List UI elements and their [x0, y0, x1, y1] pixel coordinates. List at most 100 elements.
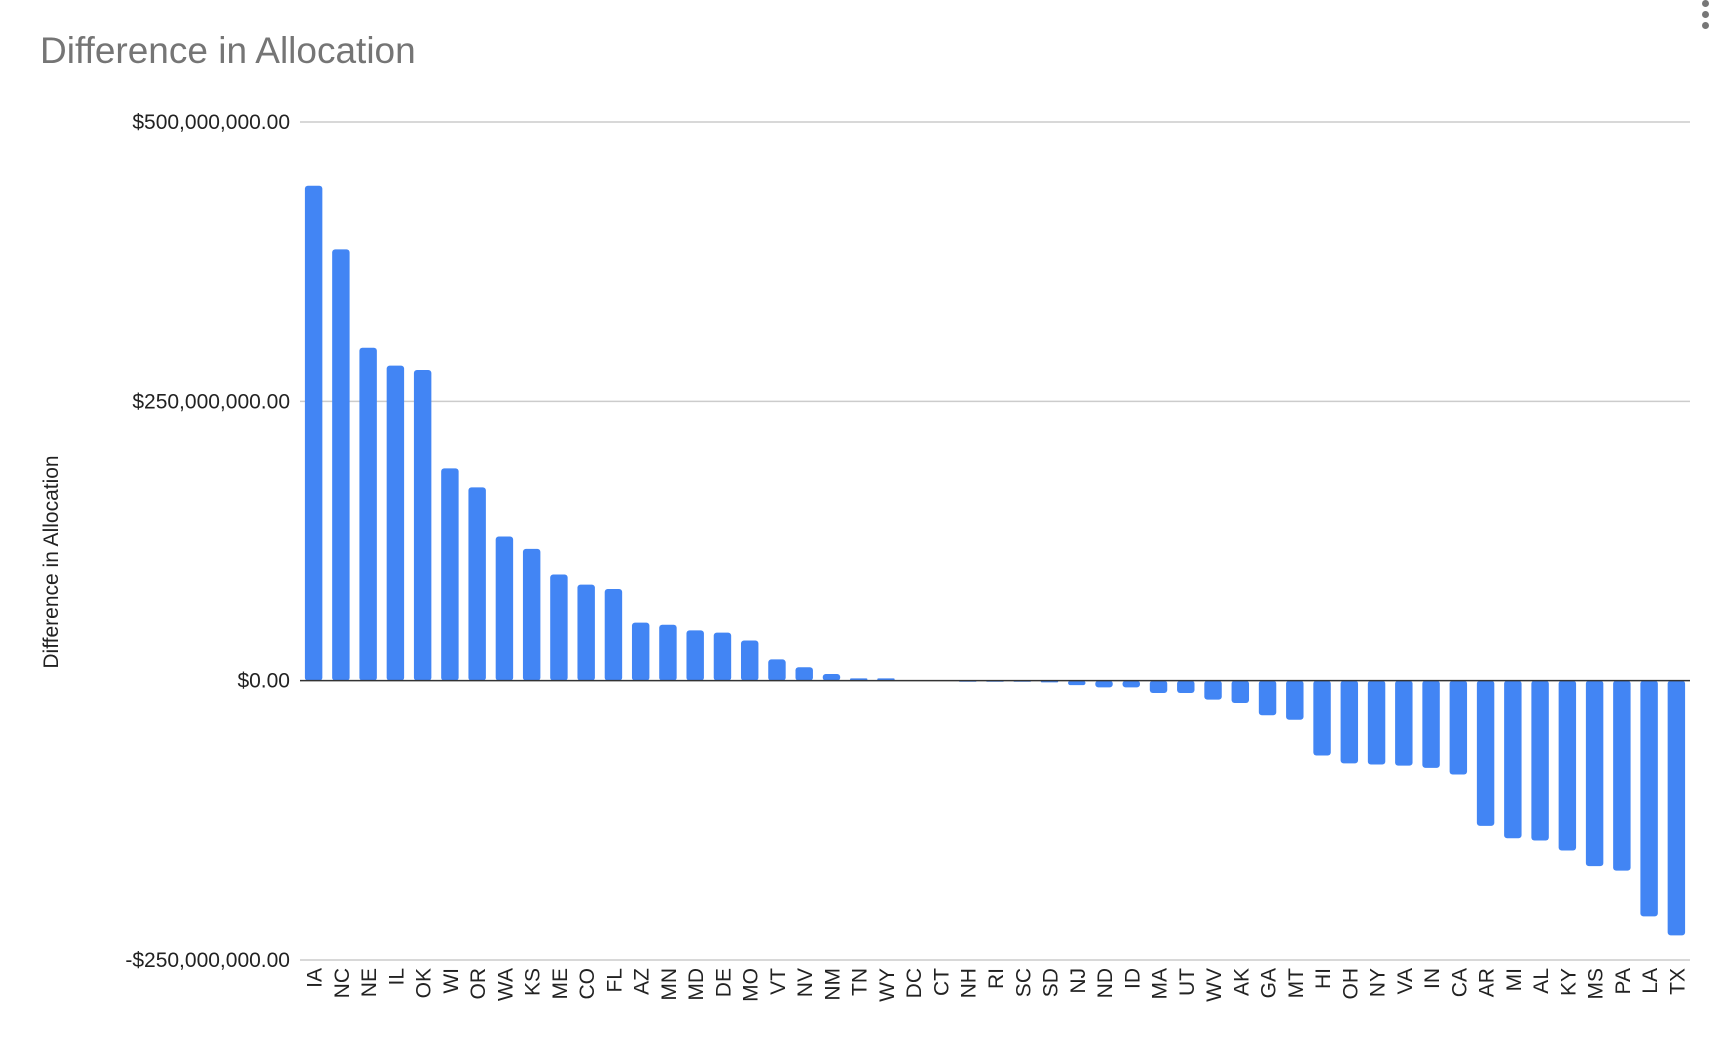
- x-tick-label: WA: [494, 968, 517, 1001]
- x-tick-label: PA: [1612, 968, 1635, 994]
- x-tick-label: NV: [794, 968, 817, 997]
- bar-ar[interactable]: [1476, 680, 1495, 826]
- x-tick-label: VT: [767, 968, 790, 995]
- x-tick-label: NM: [821, 968, 844, 1001]
- bar-nd[interactable]: [1095, 680, 1113, 688]
- bar-ma[interactable]: [1149, 680, 1168, 693]
- bar-mi[interactable]: [1504, 680, 1522, 839]
- bar-mo[interactable]: [740, 640, 759, 681]
- bar-co[interactable]: [577, 584, 595, 681]
- bar-pa[interactable]: [1613, 680, 1631, 871]
- x-tick-label: AR: [1476, 968, 1499, 997]
- x-tick-label: ID: [1121, 968, 1144, 989]
- bar-ut[interactable]: [1177, 680, 1195, 693]
- x-tick-label: TN: [849, 968, 872, 996]
- bar-fl[interactable]: [604, 589, 623, 681]
- x-tick-label: ME: [549, 968, 572, 1000]
- bar-in[interactable]: [1422, 680, 1440, 768]
- bar-ne[interactable]: [359, 347, 377, 681]
- x-tick-label: OR: [467, 968, 490, 1000]
- bar-hi[interactable]: [1313, 680, 1331, 756]
- y-tick-label: $0.00: [237, 670, 290, 693]
- bar-va[interactable]: [1395, 680, 1413, 766]
- x-tick-label: CA: [1448, 968, 1471, 997]
- bar-me[interactable]: [550, 574, 568, 681]
- x-tick-label: NJ: [1067, 968, 1090, 994]
- x-tick-label: UT: [1176, 968, 1199, 996]
- x-tick-label: AZ: [631, 968, 654, 995]
- x-tick-label: WV: [1203, 968, 1226, 1002]
- x-tick-label: WY: [876, 968, 899, 1002]
- bar-mt[interactable]: [1286, 680, 1304, 720]
- x-tick-label: DE: [712, 968, 735, 997]
- y-axis-tick-labels: $500,000,000.00 $250,000,000.00 $0.00 -$250…: [125, 111, 290, 972]
- x-tick-label: ND: [1094, 968, 1117, 998]
- x-tick-label: AK: [1230, 968, 1253, 996]
- bar-az[interactable]: [631, 622, 650, 681]
- y-axis-label: Difference in Allocation: [40, 455, 63, 668]
- bar-nv[interactable]: [795, 667, 813, 681]
- bar-wi[interactable]: [441, 468, 459, 681]
- x-tick-label: NC: [331, 968, 354, 998]
- bar-il[interactable]: [386, 365, 405, 681]
- bar-md[interactable]: [686, 630, 704, 681]
- bar-wa[interactable]: [495, 536, 514, 681]
- x-tick-label: SC: [1012, 968, 1035, 997]
- x-tick-label: DC: [903, 968, 926, 998]
- x-tick-label: KS: [522, 968, 545, 996]
- bar-ia[interactable]: [304, 185, 323, 681]
- x-tick-label: IL: [385, 968, 408, 986]
- bar-vt[interactable]: [768, 659, 786, 681]
- x-tick-label: RI: [985, 968, 1008, 989]
- bar-ks[interactable]: [522, 548, 541, 681]
- bar-ny[interactable]: [1367, 680, 1386, 765]
- bar-ky[interactable]: [1558, 680, 1577, 851]
- x-tick-label: OH: [1339, 968, 1362, 1000]
- bar-wv[interactable]: [1204, 680, 1222, 700]
- x-tick-label: NE: [358, 968, 381, 997]
- bar-ca[interactable]: [1449, 680, 1468, 775]
- bar-id[interactable]: [1122, 680, 1140, 688]
- x-tick-label: HI: [1312, 968, 1335, 989]
- y-tick-label: $500,000,000.00: [132, 111, 290, 134]
- bars: [304, 185, 1686, 936]
- bar-mn[interactable]: [659, 624, 677, 681]
- bar-ok[interactable]: [413, 370, 432, 681]
- bar-oh[interactable]: [1340, 680, 1359, 764]
- x-tick-label: FL: [603, 968, 626, 993]
- x-tick-label: MI: [1503, 968, 1526, 991]
- x-tick-label: VA: [1394, 968, 1417, 994]
- x-tick-label: CO: [576, 968, 599, 1000]
- chart-title: Difference in Allocation: [40, 30, 416, 71]
- more-vert-icon[interactable]: [1700, 0, 1714, 30]
- y-tick-label: $250,000,000.00: [132, 390, 290, 413]
- x-tick-label: NY: [1367, 968, 1390, 997]
- x-tick-label: OK: [413, 968, 436, 998]
- bar-la[interactable]: [1640, 680, 1658, 917]
- bar-nc[interactable]: [332, 249, 350, 681]
- x-tick-label: TX: [1666, 968, 1689, 995]
- x-tick-label: IN: [1421, 968, 1444, 989]
- x-tick-label: GA: [1258, 968, 1281, 998]
- bar-nj[interactable]: [1068, 680, 1086, 686]
- bar-al[interactable]: [1531, 680, 1549, 841]
- x-tick-label: MN: [658, 968, 681, 1001]
- x-tick-label: IA: [304, 968, 327, 988]
- bar-ak[interactable]: [1231, 680, 1250, 704]
- bar-de[interactable]: [713, 632, 732, 681]
- bar-ga[interactable]: [1258, 680, 1277, 716]
- x-tick-label: CT: [930, 968, 953, 996]
- x-axis-tick-labels: IA NC NE IL OK WI OR WA KS ME CO FL AZ MN MD DE MO VT NV NM…: [304, 968, 1690, 1002]
- bar-or[interactable]: [468, 487, 486, 681]
- bar-ms[interactable]: [1585, 680, 1604, 867]
- bar-nm[interactable]: [822, 673, 841, 681]
- x-tick-label: MA: [1149, 968, 1172, 1000]
- x-tick-label: KY: [1557, 968, 1580, 996]
- gridlines: [300, 121, 1690, 961]
- x-tick-label: SD: [1040, 968, 1063, 997]
- x-tick-label: MO: [740, 968, 763, 1002]
- x-tick-label: MD: [685, 968, 708, 1001]
- bar-tx[interactable]: [1667, 680, 1686, 936]
- x-tick-label: AL: [1530, 968, 1553, 994]
